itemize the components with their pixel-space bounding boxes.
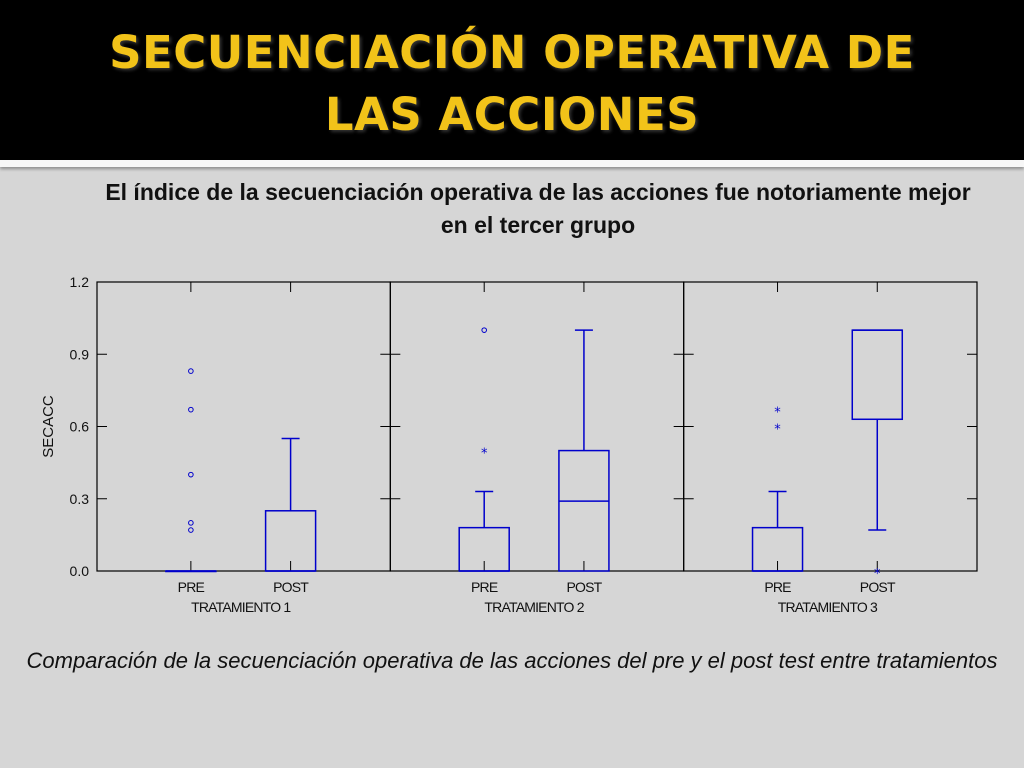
- panel-label: TRATAMIENTO 2: [484, 599, 584, 615]
- outlier-circle: [481, 327, 488, 333]
- panel-frame: [96, 281, 391, 572]
- y-tick-label: 1.2: [70, 274, 90, 290]
- outlier-star: *: [774, 406, 781, 421]
- panel-frame: [389, 281, 685, 572]
- box-group: PRE * *: [751, 282, 804, 595]
- outlier-star: *: [874, 567, 881, 582]
- outlier-circle: [188, 471, 194, 478]
- slide-title: SECUENCIACIÓN OPERATIVA DE LAS ACCIONES: [0, 22, 1024, 146]
- y-tick-label: 0.9: [70, 346, 90, 362]
- title-divider: [0, 160, 1024, 167]
- x-tick-label: PRE: [178, 579, 205, 595]
- box-group: POST*: [851, 282, 904, 595]
- outlier-circle: [188, 368, 194, 374]
- y-axis-label: SECACC: [40, 395, 57, 458]
- outlier-circle: [188, 406, 194, 413]
- outlier-star: *: [774, 423, 781, 438]
- x-tick-label: PRE: [471, 579, 498, 595]
- outlier-circle: [188, 520, 194, 526]
- box-group: PRE: [165, 282, 217, 595]
- outlier-circle: [188, 527, 194, 533]
- x-tick-label: PRE: [764, 579, 791, 595]
- x-tick-label: POST: [566, 579, 602, 595]
- y-tick-label: 0.0: [70, 563, 90, 579]
- x-tick-label: POST: [273, 579, 309, 595]
- outlier-star: *: [481, 447, 488, 462]
- slide-subtitle: El índice de la secuenciación operativa …: [105, 179, 971, 238]
- panel-1: TRATAMIENTO 1 PRE POST: [96, 281, 391, 615]
- chart-caption: Comparación de la secuenciación operativ…: [26, 648, 998, 673]
- y-tick-label: 0.6: [70, 419, 90, 435]
- box: [851, 329, 904, 421]
- box: [558, 449, 610, 572]
- panel-2: TRATAMIENTO 2 PRE * POST: [389, 281, 685, 615]
- y-tick-label: 0.3: [70, 491, 90, 507]
- slide-title-line1: SECUENCIACIÓN OPERATIVA DE: [109, 26, 915, 79]
- panel-label: TRATAMIENTO 1: [191, 599, 291, 615]
- x-tick-label: POST: [860, 579, 896, 595]
- box-group: PRE *: [458, 282, 510, 595]
- box-group: POST: [558, 282, 610, 595]
- box-group: POST: [264, 282, 317, 595]
- slide-title-line2: LAS ACCIONES: [324, 88, 700, 141]
- title-banner: SECUENCIACIÓN OPERATIVA DE LAS ACCIONES: [0, 0, 1024, 160]
- panel-label: TRATAMIENTO 3: [778, 599, 878, 615]
- panel-frame: [683, 281, 978, 572]
